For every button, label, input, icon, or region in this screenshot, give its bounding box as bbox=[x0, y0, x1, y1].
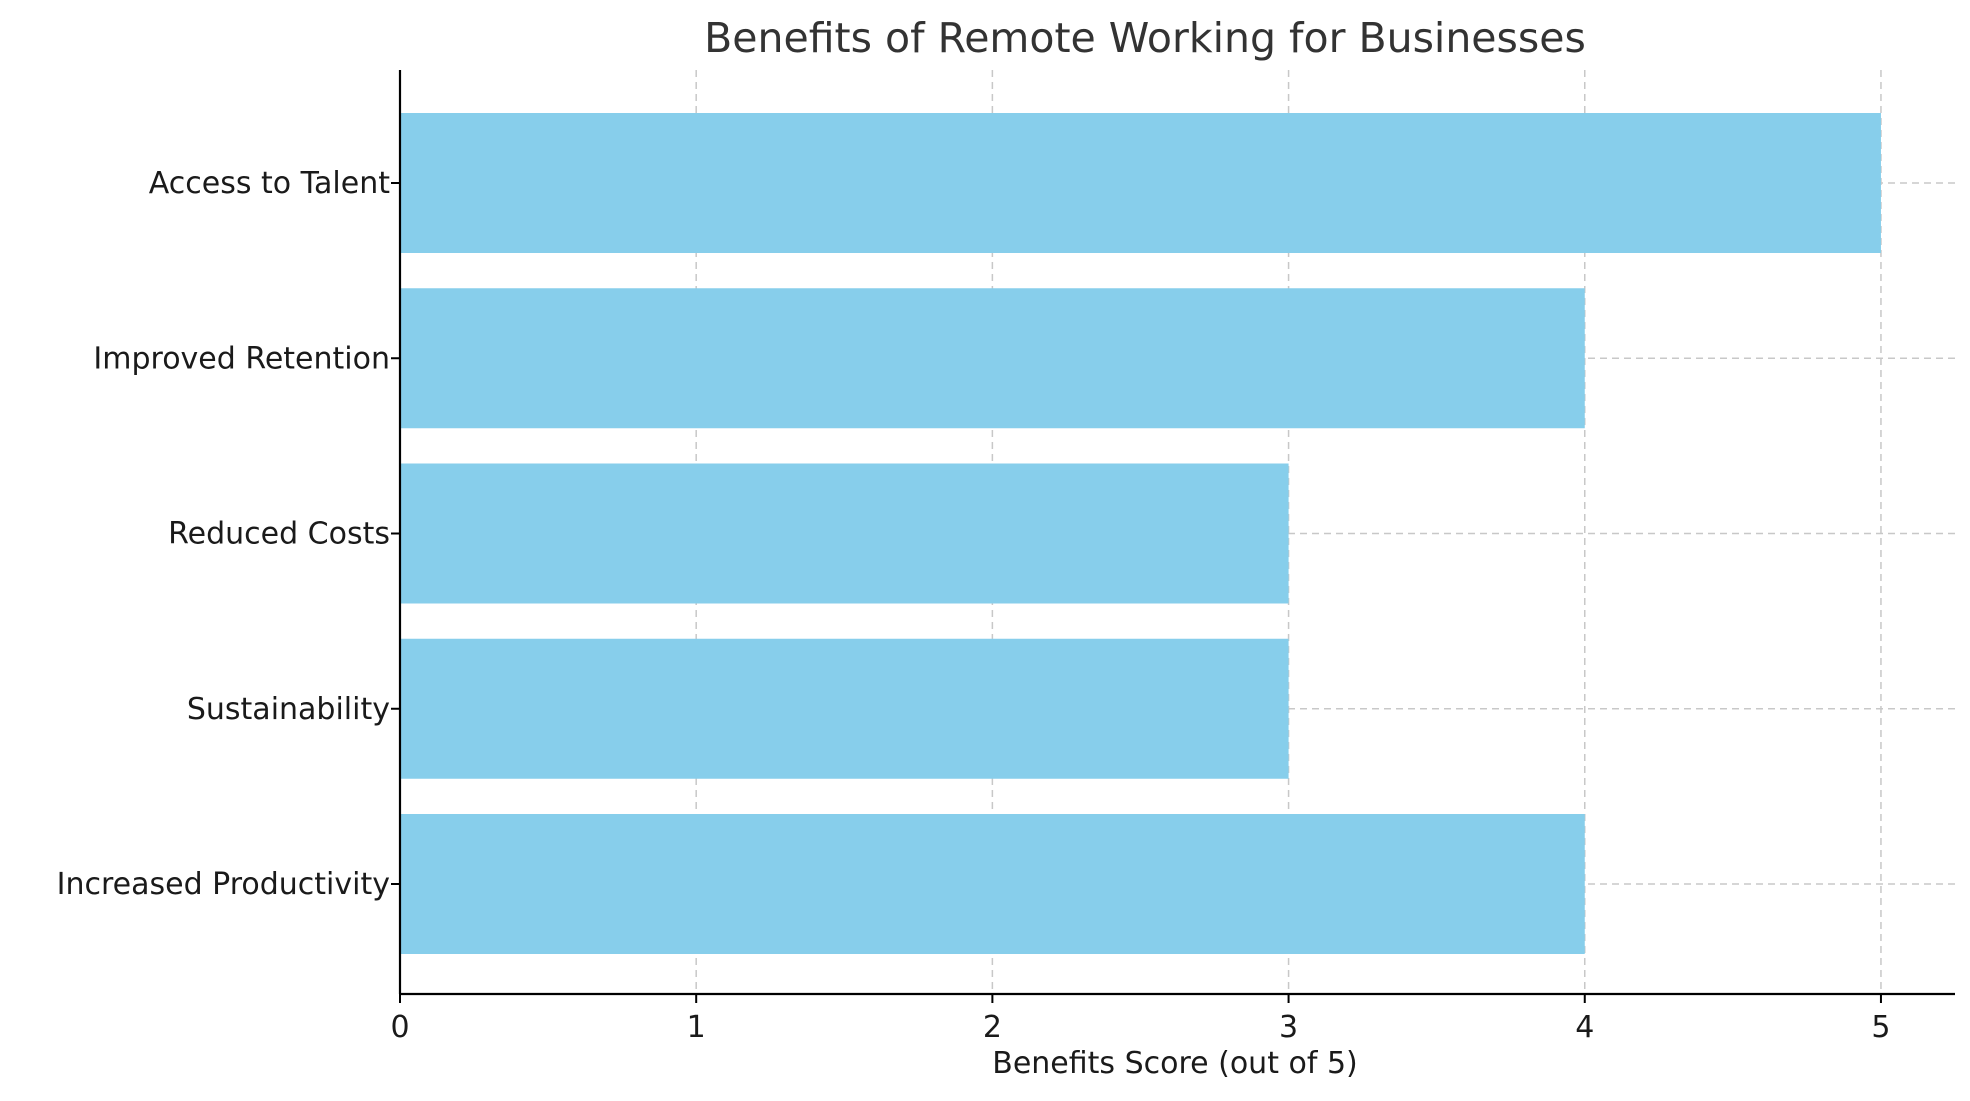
x-tick-label-1: 1 bbox=[687, 1010, 706, 1045]
y-tick-label-0: Increased Productivity bbox=[57, 867, 390, 902]
bar-4 bbox=[400, 113, 1881, 253]
y-tick-label-4: Access to Talent bbox=[149, 166, 390, 201]
y-tick-label-1: Sustainability bbox=[187, 692, 390, 727]
bar-3 bbox=[400, 288, 1585, 429]
bar-1 bbox=[400, 638, 1289, 779]
x-axis-label: Benefits Score (out of 5) bbox=[992, 1046, 1358, 1081]
chart-title: Benefits of Remote Working for Businesse… bbox=[704, 14, 1586, 62]
bar-0 bbox=[400, 814, 1585, 954]
x-tick-label-4: 4 bbox=[1575, 1010, 1594, 1045]
x-tick-label-5: 5 bbox=[1871, 1010, 1890, 1045]
x-tick-label-0: 0 bbox=[390, 1010, 409, 1045]
bar-2 bbox=[400, 463, 1289, 604]
x-tick-label-2: 2 bbox=[983, 1010, 1002, 1045]
x-tick-label-3: 3 bbox=[1279, 1010, 1298, 1045]
y-tick-label-2: Reduced Costs bbox=[168, 517, 390, 552]
bars-group bbox=[400, 113, 1881, 954]
y-axis-ticks: Increased Productivity Sustainability Redu… bbox=[57, 166, 400, 902]
x-axis-ticks: 0 1 2 3 4 5 bbox=[390, 994, 1890, 1045]
y-tick-label-3: Improved Retention bbox=[93, 341, 390, 376]
